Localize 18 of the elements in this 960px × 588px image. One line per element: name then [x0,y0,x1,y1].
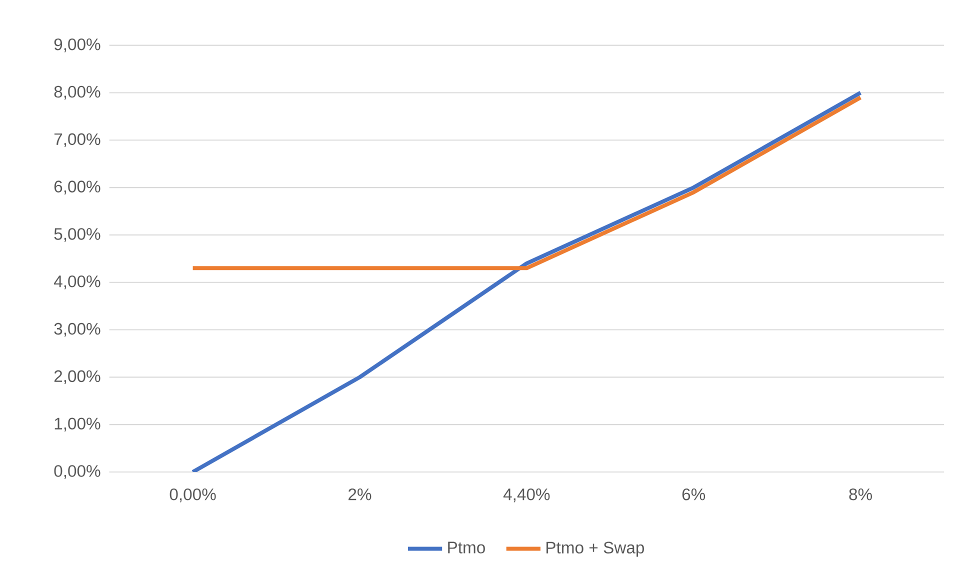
legend-label: Ptmo [448,542,485,554]
line-series [190,90,863,472]
y-tick-label: 8,00% [54,86,100,100]
y-tick-label: 7,00% [54,133,100,148]
y-tick-label: 1,00% [54,418,100,432]
legend-label: Ptmo + Swap [546,542,644,557]
y-tick-label: 3,00% [54,322,100,337]
y-tick-label: 2,00% [54,370,100,384]
x-tick-label: 0,00% [170,488,216,502]
x-tick-label: 6% [682,488,706,500]
y-tick-label: 4,00% [54,275,100,290]
x-tick-label: 8% [849,488,872,500]
y-tick-label: 0,00% [54,465,100,479]
y-tick-label: 9,00% [54,38,100,52]
x-tick-label: 2% [348,488,372,500]
x-tick-label: 4,40% [503,488,550,502]
y-tick-label: 5,00% [54,228,100,242]
y-tick-label: 6,00% [54,180,100,194]
